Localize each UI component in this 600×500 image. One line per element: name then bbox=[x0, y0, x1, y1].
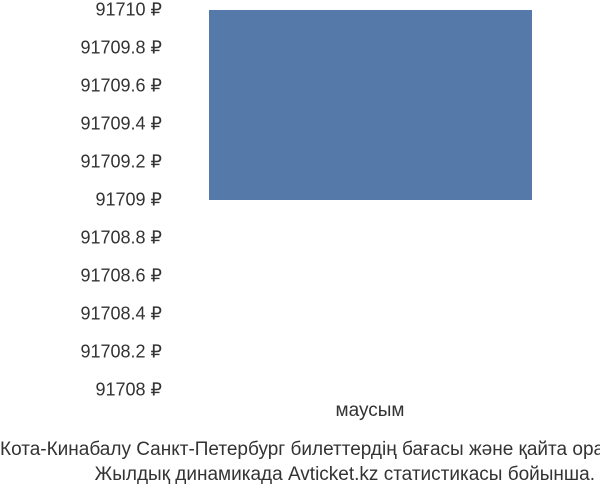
chart-caption: Кота-Кинабалу Санкт-Петербург билеттерді… bbox=[0, 437, 600, 488]
y-tick-label: 91708 ₽ bbox=[95, 380, 162, 401]
y-tick-label: 91708.4 ₽ bbox=[80, 304, 162, 325]
y-tick-label: 91709.8 ₽ bbox=[80, 38, 162, 59]
y-tick-label: 91708.2 ₽ bbox=[80, 342, 162, 363]
x-tick-label: маусым bbox=[336, 400, 405, 422]
y-tick-label: 91709 ₽ bbox=[95, 190, 162, 211]
y-tick-label: 91710 ₽ bbox=[95, 0, 162, 21]
y-tick-label: 91709.6 ₽ bbox=[80, 76, 162, 97]
caption-line-1: Кота-Кинабалу Санкт-Петербург билеттерді… bbox=[0, 437, 595, 463]
plot-area: маусым bbox=[180, 10, 560, 390]
y-tick-label: 91709.2 ₽ bbox=[80, 152, 162, 173]
caption-line-2: Жылдық динамикада Avticket.kz статистика… bbox=[0, 462, 595, 488]
chart-container: 91710 ₽ 91709.8 ₽ 91709.6 ₽ 91709.4 ₽ 91709.… bbox=[0, 0, 600, 500]
y-tick-label: 91708.6 ₽ bbox=[80, 266, 162, 287]
y-tick-label: 91709.4 ₽ bbox=[80, 114, 162, 135]
y-tick-label: 91708.8 ₽ bbox=[80, 228, 162, 249]
y-axis: 91710 ₽91709.8 ₽91709.6 ₽91709.4 ₽91709.… bbox=[0, 10, 170, 390]
bar bbox=[209, 10, 532, 200]
